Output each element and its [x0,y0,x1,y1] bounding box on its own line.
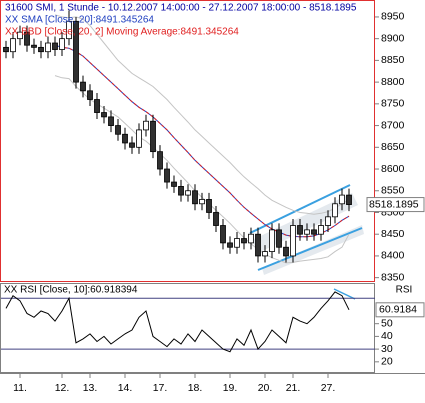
x-tick-label: 20. [258,382,273,394]
candle-body [346,194,352,205]
x-tick-label: 14. [118,382,133,394]
candle-body [17,31,23,40]
candle-body [332,203,338,218]
candle-body [101,112,107,118]
bollinger-upper [54,14,350,215]
candle-body [178,186,184,196]
candle-body [115,125,121,135]
y-tick-label: 8550 [381,185,405,197]
candle-body [192,190,198,205]
candle-body [339,194,345,205]
y-tick-label: 8600 [381,163,405,175]
main-panel-frame [0,0,375,282]
x-tick-label: 11. [13,382,27,394]
rsi-title: XX RSI [Close, 10]:60.918394 [4,285,138,296]
chart-title: 31600 SMI, 1 Stunde - 10.12.2007 14:00:0… [5,3,357,14]
candle-body [325,216,331,226]
candle-body [213,212,219,226]
last-price-label: 8518.1895 [369,198,419,210]
x-tick-label: 12. [55,382,70,394]
candle-body [199,199,205,205]
candle-body [150,120,156,153]
candle-body [227,242,233,248]
trend-line [249,184,351,234]
y-tick-label: 8900 [381,32,405,44]
rsi-last-label: 60.9184 [379,304,417,316]
candle-body [318,225,324,235]
candle-body [136,129,142,148]
y-tick-label: 8800 [381,76,405,88]
candle-body [290,225,296,257]
candle-body [94,99,100,113]
candle-body [262,251,268,257]
candle-body [283,246,289,257]
y-tick-label: 8750 [381,98,405,110]
candle-body [143,120,149,131]
candle-body [185,190,191,196]
y-tick-label: 50 [381,317,393,329]
candle-body [73,20,79,83]
candle-body [248,233,254,244]
candle-body [59,38,65,50]
candle-body [276,229,282,248]
y-tick-label: 30 [381,343,393,355]
candle-body [52,42,58,50]
candle-body [129,142,135,148]
rsi-last-box [375,302,425,318]
candle-body [241,238,247,244]
candle-body [311,229,317,235]
candle-body [10,38,16,53]
x-tick-label: 18. [188,382,203,394]
candle-body [45,42,51,53]
candle-body [80,81,86,92]
y-tick-label: 8650 [381,141,405,153]
y-tick-label: 8950 [381,11,405,23]
candle-body [122,133,128,144]
candle-body [206,199,212,213]
y-tick-label: 20 [381,356,393,368]
candle-body [3,46,9,53]
candle-body [255,233,261,257]
x-tick-label: 17. [153,382,168,394]
candle-body [164,168,170,183]
legend-entry: XX SMA [Close, 20]:8491.345264 [5,15,154,26]
x-tick-label: 21. [286,382,301,394]
y-tick-label: 40 [381,330,393,342]
candle-body [269,229,275,252]
x-tick-label: 19. [223,382,238,394]
candle-body [234,238,240,248]
candle-body [304,229,310,235]
last-price-box [366,197,425,213]
y-tick-label: 8450 [381,228,405,240]
rsi-axis-label: RSI [396,285,413,296]
rsi-panel-frame [0,283,375,373]
candle-body [24,31,30,46]
candle-body [31,44,37,48]
candle-body [66,20,72,40]
y-tick-label: 8850 [381,54,405,66]
candle-body [297,225,303,235]
y-tick-label: 8400 [381,250,405,262]
candle-body [157,151,163,170]
legend-entry: XX BBD [Close, 20, 2] Moving Average:849… [5,27,239,38]
rsi-line [5,291,350,353]
candle-body [171,181,177,187]
candle-body [220,225,226,244]
candle-body [87,90,93,100]
x-tick-label: 27. [321,382,336,394]
x-tick-label: 13. [83,382,98,394]
y-tick-label: 8700 [381,119,405,131]
candle-body [38,46,44,53]
candle-body [108,116,114,126]
rsi-trend-line [333,288,356,300]
y-tick-label: 8350 [381,271,405,283]
trend-line [257,227,363,271]
